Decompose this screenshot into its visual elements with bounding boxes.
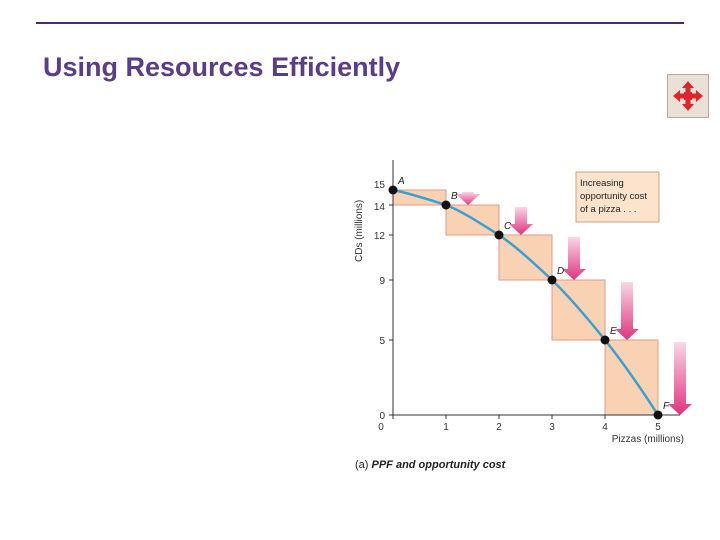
annotation-line-1: Increasing [580, 178, 624, 189]
ppf-point [653, 410, 663, 420]
point-label: B [451, 191, 458, 202]
annotation-line-3: of a pizza . . . [580, 204, 637, 215]
x-tick-label: 0 [378, 422, 384, 433]
annotation-box: Increasing opportunity cost of a pizza .… [575, 171, 660, 223]
x-axis-label: Pizzas (millions) [612, 434, 684, 445]
ppf-point [547, 275, 557, 285]
x-tick-label: 4 [602, 422, 608, 433]
caption-prefix: (a) [355, 459, 372, 471]
move-button[interactable] [667, 74, 709, 118]
annotation-line-2: opportunity cost [580, 191, 647, 202]
ppf-point [441, 200, 451, 210]
y-tick-label: 14 [374, 202, 386, 213]
opportunity-cost-arrow [668, 342, 692, 415]
point-label: F [663, 401, 670, 412]
x-tick-label: 5 [655, 422, 661, 433]
x-tick-label: 1 [443, 422, 449, 433]
figure-caption: (a) PPF and opportunity cost [355, 459, 505, 471]
y-tick-label: 0 [379, 411, 385, 422]
y-tick-label: 15 [374, 180, 386, 191]
ppf-point [600, 335, 610, 345]
opportunity-cost-arrow [615, 282, 639, 340]
opportunity-cost-arrow [562, 237, 586, 280]
y-tick-label: 5 [379, 336, 385, 347]
x-tick-label: 3 [549, 422, 555, 433]
opportunity-cost-arrow [456, 192, 480, 205]
x-tick-label: 2 [496, 422, 502, 433]
y-tick-label: 12 [374, 231, 386, 242]
title-rule [36, 22, 684, 24]
y-tick-label: 9 [379, 276, 385, 287]
point-label: A [397, 176, 405, 187]
y-axis-label: CDs (millions) [354, 200, 365, 262]
point-label: E [610, 326, 617, 337]
ppf-point [494, 230, 504, 240]
opportunity-cost-arrow [509, 207, 533, 235]
point-label: C [504, 221, 512, 232]
caption-body: PPF and opportunity cost [371, 459, 506, 471]
ppf-point [388, 185, 398, 195]
point-label: D [557, 266, 564, 277]
move-arrows-icon [673, 81, 703, 111]
slide-title: Using Resources Efficiently [43, 52, 401, 82]
